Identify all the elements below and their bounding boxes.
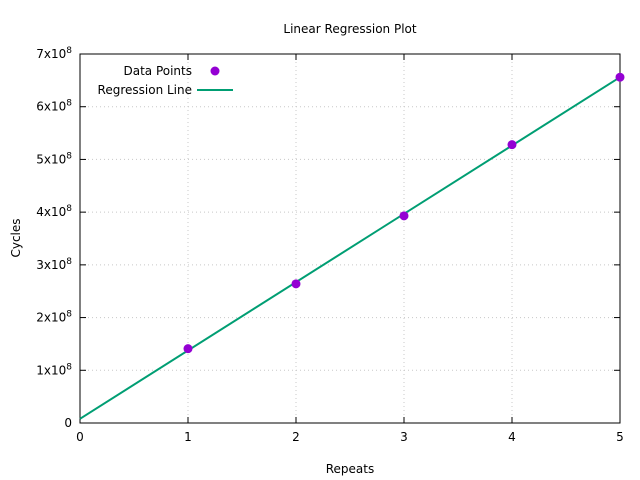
data-point [507, 140, 517, 150]
y-tick-label: 0 [64, 416, 72, 430]
y-tick-label: 2x108 [36, 310, 72, 325]
data-point [183, 344, 193, 354]
y-axis-label: Cycles [9, 218, 23, 257]
plot-frame [79, 53, 621, 424]
y-tick-label: 7x108 [36, 46, 72, 61]
y-tick-label: 1x108 [36, 362, 72, 377]
y-tick-label: 5x108 [36, 151, 72, 166]
y-tick-label: 4x108 [36, 204, 72, 219]
data-point [399, 211, 409, 221]
y-axis: 0 1x108 2x108 3x108 4x108 5x108 6x108 7x108 [36, 46, 620, 430]
x-axis-label: Repeats [326, 462, 375, 476]
x-tick-label: 4 [508, 430, 516, 444]
y-tick-label: 6x108 [36, 99, 72, 114]
regression-line [79, 76, 621, 420]
x-axis: 0 1 2 3 4 5 [76, 54, 624, 444]
legend: Data Points Regression Line [98, 64, 233, 97]
data-point [615, 72, 625, 82]
x-tick-label: 3 [400, 430, 408, 444]
grid [80, 54, 620, 423]
data-point [291, 279, 301, 289]
legend-label: Regression Line [98, 83, 192, 97]
legend-label: Data Points [123, 64, 192, 78]
x-tick-label: 5 [616, 430, 624, 444]
x-tick-label: 2 [292, 430, 300, 444]
series [79, 72, 625, 420]
chart-title: Linear Regression Plot [283, 22, 416, 36]
x-tick-label: 0 [76, 430, 84, 444]
y-tick-label: 3x108 [36, 257, 72, 272]
x-tick-label: 1 [184, 430, 192, 444]
legend-marker-swatch [210, 66, 220, 76]
